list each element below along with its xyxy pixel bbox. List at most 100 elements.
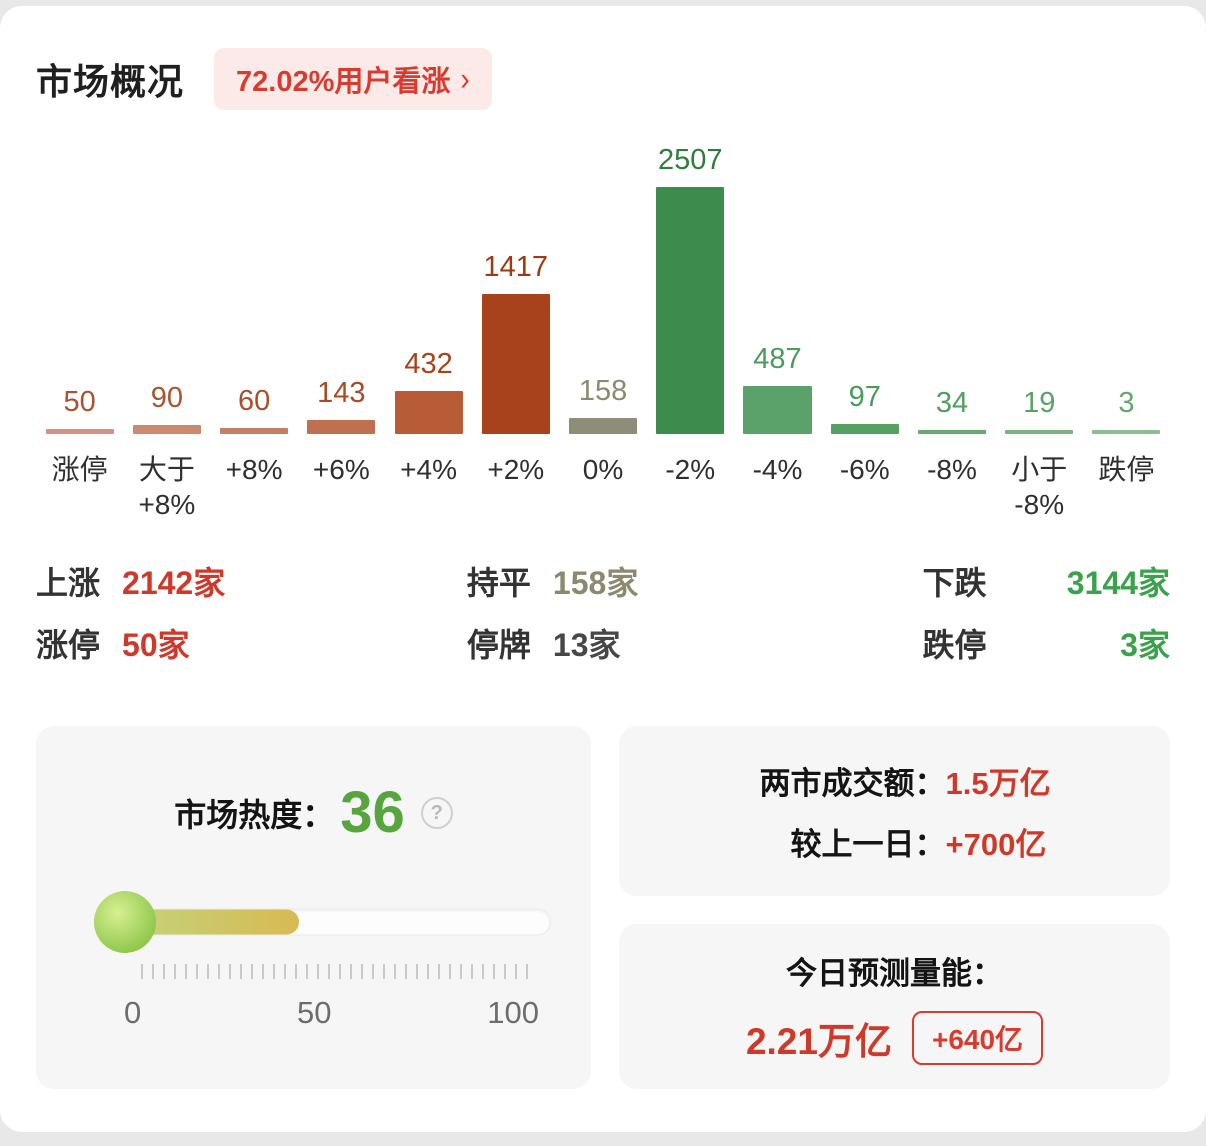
bar-group: 158 0% [559, 375, 646, 536]
bar-group: 432 +4% [385, 348, 472, 536]
bar [830, 424, 899, 435]
bar-value-label: 2507 [658, 144, 723, 176]
gauge-scale-number: 100 [487, 995, 539, 1031]
axis-label: 小于 -8% [1011, 454, 1068, 521]
bar-value-label: 34 [935, 387, 969, 419]
bar-group: 143 +6% [298, 377, 385, 536]
summary-value: 2142家 [122, 565, 226, 602]
bar-group: 60 +8% [210, 385, 297, 536]
turnover-value: 1.5万亿 [945, 766, 1051, 802]
summary-item: 持平 158家 [467, 558, 853, 604]
summary-value: 3144家 [1066, 565, 1170, 602]
forecast-row: 2.21万亿 +640亿 [745, 1011, 1044, 1066]
gauge-scale: 0 50 100 [124, 995, 539, 1031]
market-distribution-chart: 50 涨停 90 大于 +8% 60 +8% 143 +6% 432 +4% 1417 +2% 158 0… [36, 144, 1170, 536]
bar-group: 1417 +2% [472, 251, 559, 536]
bar-value-label: 1417 [483, 251, 549, 283]
turnover-line: 较上一日： +700亿 [619, 819, 1170, 864]
bar [1005, 430, 1074, 435]
market-heat-label: 市场热度： [174, 797, 335, 834]
gauge-track [124, 908, 551, 936]
bar-group: 19 小于 -8% [996, 387, 1083, 536]
axis-label: 涨停 [51, 454, 108, 486]
heat-gauge [66, 886, 561, 958]
bar-group: 3 跌停 [1083, 387, 1170, 536]
axis-label: 0% [582, 454, 624, 486]
bar-value-label: 432 [404, 348, 453, 380]
axis-label: -4% [752, 454, 803, 486]
right-column: 两市成交额： 1.5万亿 较上一日： +700亿 今日预测量能： 2.21万亿 … [619, 726, 1170, 1090]
turnover-label: 两市成交额： [759, 766, 946, 802]
gauge-bulb-icon [94, 891, 156, 954]
bar-group: 2507 -2% [647, 144, 734, 536]
turnover-line: 两市成交额： 1.5万亿 [619, 758, 1170, 803]
chevron-right-icon: › [460, 60, 470, 97]
bar [481, 294, 550, 435]
bar-group: 97 -6% [821, 381, 908, 536]
summary-label: 停牌 [466, 627, 531, 664]
summary-item: 涨停 50家 [36, 620, 467, 666]
forecast-label: 今日预测量能： [786, 956, 1003, 992]
forecast-badge: +640亿 [911, 1011, 1044, 1066]
bar-group: 50 涨停 [36, 386, 123, 536]
header: 市场概况 72.02%用户看涨 › [36, 48, 1170, 110]
bar [1092, 430, 1161, 435]
axis-label: -6% [839, 454, 890, 486]
page-title: 市场概况 [36, 61, 185, 102]
summary-value: 13家 [552, 627, 621, 664]
sentiment-badge[interactable]: 72.02%用户看涨 › [214, 48, 492, 110]
bar-value-label: 158 [578, 375, 628, 407]
gauge-scale-number: 50 [297, 995, 332, 1031]
change-value: +700亿 [945, 827, 1047, 863]
bar-value-label: 97 [848, 381, 881, 413]
sentiment-badge-label: 72.02%用户看涨 [236, 66, 451, 98]
summary-value: 3家 [1120, 627, 1170, 664]
help-icon[interactable]: ? [420, 797, 453, 830]
summary-item: 上涨 2142家 [36, 558, 467, 604]
turnover-card: 两市成交额： 1.5万亿 较上一日： +700亿 [619, 726, 1170, 897]
bar [307, 420, 376, 435]
bar-value-label: 3 [1118, 387, 1135, 419]
market-overview-panel: 市场概况 72.02%用户看涨 › 50 涨停 90 大于 +8% 60 +8% 143 +6… [0, 6, 1206, 1132]
bar [569, 418, 638, 435]
axis-label: 大于 +8% [138, 454, 196, 521]
axis-label: +4% [400, 454, 457, 486]
axis-label: +6% [312, 454, 370, 486]
market-heat-value: 36 [340, 780, 405, 846]
summary-label: 持平 [466, 565, 531, 602]
bar-value-label: 90 [150, 382, 183, 414]
axis-label: -8% [927, 454, 977, 486]
axis-label: 跌停 [1098, 454, 1155, 486]
bar-value-label: 487 [753, 343, 802, 375]
forecast-value: 2.21万亿 [745, 1021, 892, 1063]
market-heat-card: 市场热度： 36 ? 0 50 100 [36, 726, 591, 1090]
summary-value: 158家 [552, 565, 639, 602]
summary-row: 上涨 2142家 持平 158家 下跌 3144家 [36, 558, 1170, 604]
bar [220, 428, 289, 435]
axis-label: +8% [225, 454, 283, 486]
summary-label: 下跌 [922, 565, 987, 602]
summary-row: 涨停 50家 停牌 13家 跌停 3家 [36, 620, 1170, 666]
bar-value-label: 143 [317, 377, 366, 409]
summary-label: 上涨 [36, 565, 101, 602]
change-label: 较上一日： [790, 827, 946, 863]
bar-value-label: 19 [1023, 387, 1056, 419]
bar [917, 430, 986, 435]
bar-group: 487 -4% [734, 343, 821, 536]
summary-item: 停牌 13家 [467, 620, 853, 666]
axis-label: +2% [487, 454, 545, 486]
summary-label: 跌停 [922, 627, 987, 664]
gauge-scale-number: 0 [124, 995, 142, 1031]
gauge-ruler [141, 964, 531, 980]
summary-item: 下跌 3144家 [852, 558, 1170, 604]
summary-item: 跌停 3家 [852, 620, 1170, 666]
bar [45, 429, 114, 435]
axis-label: -2% [665, 454, 716, 486]
summary-value: 50家 [122, 627, 190, 664]
bar [132, 425, 201, 435]
market-heat-row: 市场热度： 36 ? [66, 784, 561, 842]
bar [743, 386, 812, 435]
market-summary: 上涨 2142家 持平 158家 下跌 3144家涨停 50家 停牌 13家 跌停 3家 [36, 558, 1170, 666]
bar [656, 187, 725, 435]
summary-label: 涨停 [36, 627, 101, 664]
